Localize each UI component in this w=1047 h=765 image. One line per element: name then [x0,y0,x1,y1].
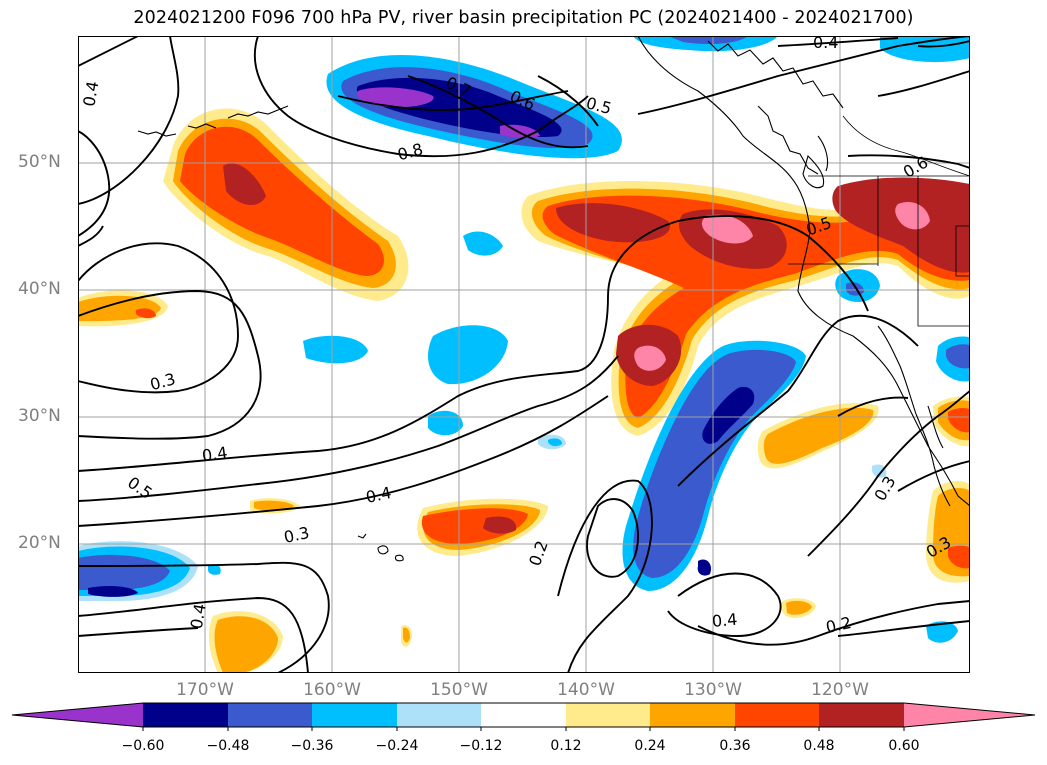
colorbar-tick-label: −0.24 [375,738,419,754]
colorbar-tick-label: 0.36 [719,738,751,754]
lat-label-40n: 40°N [18,279,61,299]
lat-label-50n: 50°N [18,152,61,172]
shade-positive-west-pacific [163,108,409,301]
colorbar-cells [11,702,1036,731]
colorbar-extend-max [904,703,1035,727]
contour-label: 0.3 [870,473,899,505]
colorbar-cell [397,703,481,727]
colorbar-tick-label: −0.60 [121,738,165,754]
shade-negative-east-pacific [622,340,806,591]
colorbar-cell [650,703,735,727]
lon-label-120w: 120°W [811,680,869,700]
contour-label: 0.4 [79,80,102,108]
colorbar-cell [735,703,819,727]
lon-label-130w: 130°W [684,680,742,700]
lat-label-20n: 20°N [18,533,61,553]
lon-label-140w: 140°W [557,680,615,700]
colorbar-tick-label: 0.12 [550,738,582,754]
colorbar-tick-label: 0.48 [803,738,835,754]
lon-label-160w: 160°W [303,680,361,700]
shade-positive-west-edge [78,290,168,327]
shade-positive-minor [208,396,970,673]
contour-label: 0.4 [201,443,229,465]
contour-label: 0.3 [148,369,178,394]
contour-label: 0.5 [124,473,156,503]
colorbar-tick-label: −0.36 [290,738,334,754]
contour-label: 0.3 [282,523,311,547]
colorbar-tick-label: 0.60 [888,738,920,754]
contour-label: 0.4 [711,610,738,631]
colorbar-cell [819,703,904,727]
lon-label-150w: 150°W [430,680,488,700]
shade-negative-minor [78,231,970,643]
colorbar [11,702,1036,731]
colorbar-tick-label: −0.48 [206,738,250,754]
colorbar-tick-label: −0.12 [459,738,503,754]
graticule [78,36,970,673]
contour-label: 0.8 [395,139,425,164]
colorbar-cell [228,703,312,727]
map-canvas: 0.4 0.4 0.7 0.6 0.5 0.8 0.6 0.5 0.3 0.4 … [78,36,970,673]
shade-positive-east-pacific [521,177,970,436]
colorbar-cell [481,703,566,727]
lat-label-30n: 30°N [18,406,61,426]
pv-contours [78,36,970,673]
political-borders [788,115,970,327]
shade-negative-gulf-alaska [326,36,970,159]
colorbar-cell [566,703,650,727]
colorbar-extend-min [12,703,143,727]
contour-label: 0.2 [824,613,853,637]
contour-label: 0.4 [187,602,210,630]
colorbar-tick-label: 0.24 [634,738,666,754]
colorbar-cell [143,703,228,727]
contour-label: 0.2 [525,538,552,568]
contour-label: 0.4 [364,483,393,507]
contour-label: 0.4 [813,36,838,52]
lon-label-170w: 170°W [176,680,234,700]
figure-title: 2024021200 F096 700 hPa PV, river basin … [133,8,914,28]
colorbar-cell [312,703,397,727]
coastlines [137,36,970,562]
map-panel: 0.4 0.4 0.7 0.6 0.5 0.8 0.6 0.5 0.3 0.4 … [78,36,970,673]
